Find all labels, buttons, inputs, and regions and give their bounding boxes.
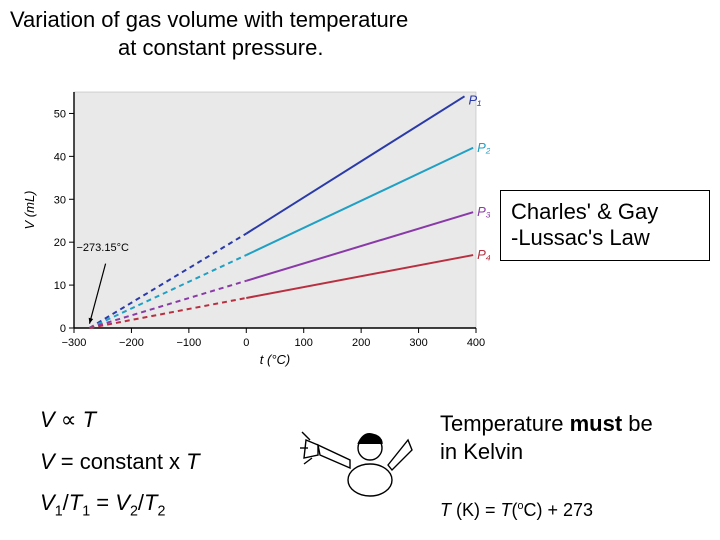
svg-text:−100: −100 [176,337,201,349]
announcer-figure [300,410,420,500]
svg-text:40: 40 [54,151,66,163]
svg-text:30: 30 [54,194,66,206]
svg-text:P₃: P₃ [477,204,490,219]
title-line2: at constant pressure. [10,34,408,62]
title-line1: Variation of gas volume with temperature [10,6,408,34]
svg-text:V (mL): V (mL) [22,191,37,230]
svg-text:−273.15°C: −273.15°C [77,242,129,254]
svg-text:P₂: P₂ [477,140,490,155]
svg-text:P₄: P₄ [477,247,490,262]
law-line1: Charles' & Gay [511,199,699,225]
svg-text:20: 20 [54,237,66,249]
formula-ratio: V1/T1 = V2/T2 [40,483,200,525]
svg-text:P₁: P₁ [469,93,482,108]
chart-svg: 0 10 20 30 40 50 −300 −200 −100 0 100 200 300 400 t (°… [20,80,490,370]
law-line2: -Lussac's Law [511,225,699,251]
svg-text:50: 50 [54,108,66,120]
slide-title: Variation of gas volume with temperature… [10,6,408,61]
svg-text:10: 10 [54,280,66,292]
svg-text:0: 0 [60,323,66,335]
svg-text:100: 100 [295,337,313,349]
svg-text:t (°C): t (°C) [260,352,290,367]
formula-proportional: V ∝ T [40,400,200,440]
law-name-box: Charles' & Gay -Lussac's Law [500,190,710,261]
announcer-icon [300,410,420,500]
kelvin-note: Temperature must be in Kelvin [440,410,653,465]
svg-text:−200: −200 [119,337,144,349]
svg-text:0: 0 [243,337,249,349]
charles-law-chart: 0 10 20 30 40 50 −300 −200 −100 0 100 200 300 400 t (°… [20,80,490,370]
kelvin-equation: T (K) = T(oC) + 273 [440,500,593,521]
svg-text:400: 400 [467,337,485,349]
svg-text:−300: −300 [62,337,87,349]
formula-block: V ∝ T V = constant x T V1/T1 = V2/T2 [40,400,200,527]
svg-text:300: 300 [409,337,427,349]
formula-constant: V = constant x T [40,442,200,482]
svg-text:200: 200 [352,337,370,349]
